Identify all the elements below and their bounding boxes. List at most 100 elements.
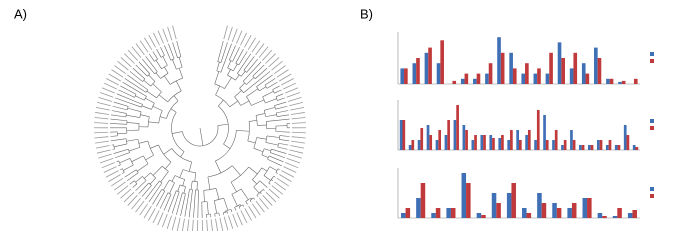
branch xyxy=(231,165,241,176)
leaf-label xyxy=(124,53,135,64)
leaf-label xyxy=(181,218,185,231)
bar xyxy=(471,140,475,150)
bar xyxy=(525,63,529,84)
bar xyxy=(483,135,486,150)
bar xyxy=(537,193,542,218)
leaf-label xyxy=(276,69,289,78)
leaf-label xyxy=(274,65,286,75)
bar xyxy=(416,58,420,84)
branch xyxy=(243,56,255,71)
leaf-label xyxy=(161,213,168,228)
leaf-label xyxy=(167,26,173,41)
branch xyxy=(156,91,162,99)
branch xyxy=(137,139,141,148)
branch xyxy=(138,61,151,74)
bar xyxy=(426,125,430,150)
leaf-label xyxy=(231,28,238,42)
leaf-label xyxy=(120,57,132,68)
branch xyxy=(113,143,128,148)
branch xyxy=(274,89,282,94)
branch xyxy=(118,164,121,167)
leaf-label xyxy=(101,162,115,169)
branch xyxy=(179,169,184,178)
branch xyxy=(224,77,232,89)
leaf-label xyxy=(268,57,280,68)
bar xyxy=(411,140,415,150)
bar xyxy=(408,145,412,150)
branch xyxy=(171,191,180,214)
bar xyxy=(429,135,433,150)
bar xyxy=(456,105,459,150)
branch xyxy=(213,200,218,214)
bar xyxy=(581,63,586,84)
branch xyxy=(164,66,169,74)
branch xyxy=(279,135,290,137)
bar xyxy=(587,198,592,218)
branch xyxy=(239,204,242,207)
bar xyxy=(549,52,553,84)
legend-swatch xyxy=(650,119,654,123)
leaf-label xyxy=(215,218,219,231)
branch xyxy=(249,120,257,122)
branch xyxy=(143,79,151,87)
branch xyxy=(236,130,250,132)
branch xyxy=(184,189,190,217)
branch xyxy=(230,181,237,192)
branch xyxy=(265,98,277,104)
branch xyxy=(256,195,259,197)
leaf-label xyxy=(139,203,149,216)
branch xyxy=(113,101,129,107)
branch xyxy=(110,114,126,118)
branch xyxy=(261,154,269,158)
bar xyxy=(554,130,558,150)
leaf-label xyxy=(96,149,111,154)
bar xyxy=(492,138,495,150)
bar xyxy=(498,138,502,150)
branch xyxy=(160,55,165,58)
branch xyxy=(159,192,169,209)
branch xyxy=(152,83,162,93)
bar xyxy=(485,73,489,84)
bar xyxy=(496,203,501,218)
bar xyxy=(400,68,405,84)
branch xyxy=(173,95,179,102)
leaf-label xyxy=(247,37,256,50)
branch xyxy=(178,68,183,79)
leaf-label xyxy=(103,166,117,173)
branch xyxy=(214,213,216,217)
branch xyxy=(271,179,274,182)
leaf-label xyxy=(227,26,233,41)
leaf-label xyxy=(285,162,299,169)
branch xyxy=(127,74,148,91)
bar xyxy=(481,215,486,218)
branch xyxy=(217,61,222,63)
branch xyxy=(218,212,220,216)
branch xyxy=(253,197,255,200)
branch xyxy=(215,160,222,174)
bar xyxy=(405,208,411,218)
branch xyxy=(148,53,155,62)
leaf-label xyxy=(98,153,112,159)
leaf-label xyxy=(240,32,247,46)
branch xyxy=(162,56,168,66)
branch xyxy=(116,93,143,105)
leaf-label xyxy=(192,219,194,231)
branch xyxy=(220,43,232,73)
branch xyxy=(176,190,180,193)
branch xyxy=(215,188,220,200)
branch xyxy=(124,78,147,93)
branch xyxy=(182,179,185,186)
bar xyxy=(608,140,612,150)
leaf-label xyxy=(223,25,228,40)
branch xyxy=(266,118,290,122)
branch xyxy=(264,78,276,86)
leaf-label xyxy=(152,210,160,224)
bar xyxy=(401,213,406,218)
branch xyxy=(141,58,155,75)
branch xyxy=(227,67,234,72)
branch xyxy=(267,158,282,167)
branch xyxy=(275,93,284,98)
leaf-label xyxy=(236,30,243,44)
branch xyxy=(141,105,152,110)
branch xyxy=(151,103,155,110)
